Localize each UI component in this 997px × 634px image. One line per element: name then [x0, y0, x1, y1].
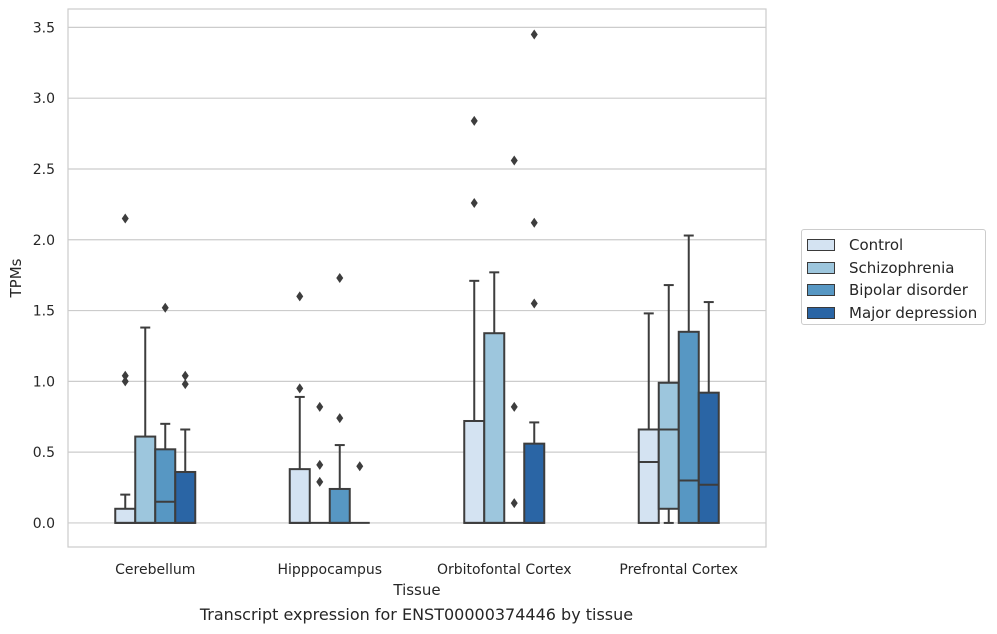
- outlier-point: [356, 461, 364, 472]
- legend-item-control: Control: [807, 235, 903, 255]
- box: [657, 381, 680, 510]
- outlier-point: [121, 370, 129, 381]
- y-tick-label: 2.5: [33, 162, 55, 178]
- outlier-point: [316, 476, 324, 487]
- legend-item-bipolar: Bipolar disorder: [807, 280, 968, 300]
- y-axis-ticks: 0.0 0.5 1.0 1.5 2.0 2.5 3.0 3.5: [33, 20, 55, 532]
- y-tick-label: 2.0: [33, 233, 55, 249]
- box-group: [677, 234, 700, 524]
- box: [154, 448, 177, 524]
- x-axis-ticks: Cerebellum Hipppocampus Orbitofontal Corte…: [115, 562, 738, 578]
- box-group: [504, 155, 525, 524]
- box-series: [114, 29, 720, 524]
- y-axis-title: TPMs: [7, 258, 25, 298]
- outlier-point: [121, 376, 129, 387]
- outlier-point: [510, 401, 518, 412]
- outlier-point: [316, 401, 324, 412]
- box: [523, 442, 546, 524]
- y-tick-label: 3.5: [33, 20, 55, 36]
- y-tick-label: 0.0: [33, 516, 55, 532]
- outlier-point: [181, 379, 189, 390]
- box-group: [288, 291, 311, 524]
- box: [697, 391, 720, 524]
- x-tick-label: Prefrontal Cortex: [619, 562, 738, 578]
- y-tick-label: 1.5: [33, 304, 55, 320]
- box-group: [174, 370, 197, 524]
- box-group: [483, 271, 506, 524]
- outlier-point: [470, 197, 478, 208]
- box: [328, 487, 351, 524]
- legend-item-major-depression: Major depression: [807, 303, 977, 323]
- box-group: [657, 284, 680, 524]
- plot-frame: [67, 8, 767, 548]
- legend-swatch-bipolar: [807, 284, 835, 296]
- legend-label-bipolar: Bipolar disorder: [849, 281, 968, 299]
- box: [483, 332, 506, 524]
- box-group: [309, 401, 330, 524]
- outlier-point: [510, 498, 518, 509]
- y-tick-label: 0.5: [33, 445, 55, 461]
- outlier-point: [121, 213, 129, 224]
- box-group: [637, 312, 660, 524]
- box-group: [349, 461, 370, 524]
- legend-swatch-major-depression: [807, 307, 835, 319]
- box: [288, 468, 311, 524]
- legend-swatch-control: [807, 239, 835, 251]
- outlier-point: [336, 413, 344, 424]
- box: [637, 428, 660, 524]
- box: [677, 330, 700, 524]
- outlier-point: [296, 383, 304, 394]
- outlier-point: [316, 459, 324, 470]
- box-group: [328, 273, 351, 524]
- outlier-point: [161, 302, 169, 313]
- legend-swatch-schizophrenia: [807, 262, 835, 274]
- outlier-point: [530, 217, 538, 228]
- box: [463, 419, 486, 524]
- box-group: [463, 115, 486, 524]
- box-group: [154, 302, 177, 524]
- outlier-point: [296, 291, 304, 302]
- chart-title: Transcript expression for ENST0000037444…: [199, 605, 634, 624]
- box: [174, 470, 197, 524]
- box-group: [114, 213, 137, 524]
- y-tick-label: 3.0: [33, 91, 55, 107]
- x-tick-label: Orbitofontal Cortex: [437, 562, 572, 578]
- x-tick-label: Hipppocampus: [277, 562, 382, 578]
- x-axis-title: Tissue: [392, 581, 440, 599]
- box-group: [697, 301, 720, 524]
- legend-label-control: Control: [849, 236, 904, 254]
- box: [114, 507, 137, 524]
- outlier-point: [470, 115, 478, 126]
- outlier-point: [336, 273, 344, 283]
- outlier-point: [510, 155, 518, 166]
- y-tick-label: 1.0: [33, 374, 55, 390]
- x-tick-label: Cerebellum: [115, 562, 195, 578]
- outlier-point: [181, 370, 189, 381]
- box-group: [523, 29, 546, 524]
- outlier-point: [530, 298, 538, 309]
- outlier-point: [530, 29, 538, 40]
- legend: Control Schizophrenia Bipolar disorder M…: [801, 229, 986, 325]
- legend-label-major-depression: Major depression: [849, 304, 978, 322]
- legend-label-schizophrenia: Schizophrenia: [849, 259, 955, 277]
- box: [134, 435, 157, 524]
- legend-item-schizophrenia: Schizophrenia: [807, 258, 954, 278]
- box-group: [134, 326, 157, 524]
